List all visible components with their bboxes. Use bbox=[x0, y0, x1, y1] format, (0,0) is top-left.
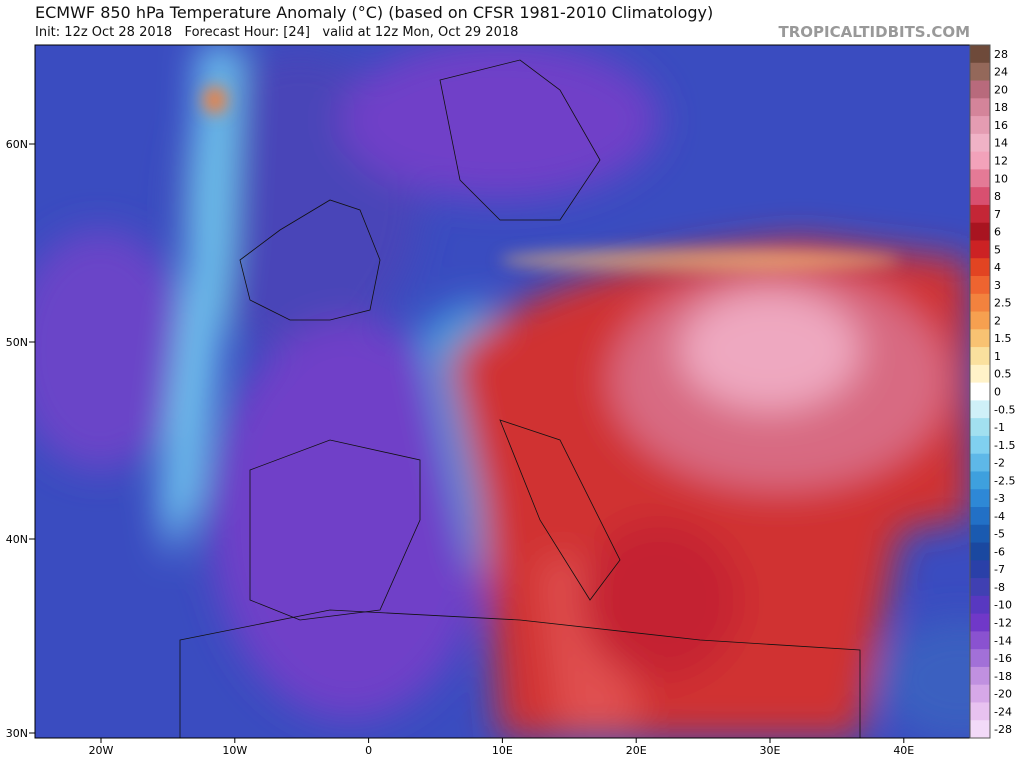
lon-label: 0 bbox=[365, 744, 372, 757]
legend-label: 10 bbox=[994, 172, 1008, 185]
legend-label: -18 bbox=[994, 670, 1012, 683]
legend-label: -24 bbox=[994, 705, 1012, 718]
legend-label: 6 bbox=[994, 226, 1001, 239]
lon-label: 10W bbox=[222, 744, 247, 757]
legend-label: -2.5 bbox=[994, 474, 1015, 487]
legend-swatch bbox=[970, 666, 990, 686]
legend-label: 0.5 bbox=[994, 368, 1012, 381]
legend-label: 5 bbox=[994, 243, 1001, 256]
legend-label: 2 bbox=[994, 314, 1001, 327]
legend-swatch bbox=[970, 453, 990, 472]
lon-label: 20E bbox=[626, 744, 647, 757]
legend-swatch bbox=[970, 169, 990, 188]
legend-label: 12 bbox=[994, 155, 1008, 168]
legend-label: -16 bbox=[994, 652, 1012, 665]
legend-swatch bbox=[970, 62, 990, 82]
lon-label: 30E bbox=[760, 744, 781, 757]
legend-swatch bbox=[970, 418, 990, 437]
legend-label: 7 bbox=[994, 208, 1001, 221]
legend-label: -1.5 bbox=[994, 439, 1015, 452]
legend-label: -5 bbox=[994, 528, 1005, 541]
subtitle: Init: 12z Oct 28 2018 Forecast Hour: [24… bbox=[35, 25, 519, 40]
legend-label: 16 bbox=[994, 119, 1008, 132]
lon-label: 10E bbox=[492, 744, 513, 757]
legend-swatch bbox=[970, 435, 990, 455]
lat-label: 30N bbox=[6, 727, 28, 740]
lat-label: 40N bbox=[6, 533, 28, 546]
legend-swatch bbox=[970, 631, 990, 650]
legend-label: -20 bbox=[994, 688, 1012, 701]
legend-swatch bbox=[970, 613, 990, 632]
lon-label: 20W bbox=[89, 744, 114, 757]
legend-label: 4 bbox=[994, 261, 1001, 274]
legend-swatch bbox=[970, 578, 990, 597]
legend-swatch bbox=[970, 187, 990, 206]
watermark: TROPICALTIDBITS.COM bbox=[778, 23, 971, 41]
legend-swatch bbox=[970, 204, 990, 224]
legend-swatch bbox=[970, 222, 990, 241]
coastlines bbox=[179, 59, 861, 738]
legend-label: -28 bbox=[994, 723, 1012, 736]
legend-swatch bbox=[970, 400, 990, 419]
legend-swatch bbox=[970, 471, 990, 490]
lat-label: 50N bbox=[6, 336, 28, 349]
legend-label: -10 bbox=[994, 599, 1012, 612]
legend-label: -8 bbox=[994, 581, 1005, 594]
lat-label: 60N bbox=[6, 138, 28, 151]
legend-swatch bbox=[970, 98, 990, 117]
legend-label: 3 bbox=[994, 279, 1001, 292]
legend-label: -12 bbox=[994, 617, 1012, 630]
legend-swatch bbox=[970, 560, 990, 579]
legend-swatch bbox=[970, 293, 990, 313]
legend-label: -1 bbox=[994, 421, 1005, 434]
legend-frame bbox=[969, 44, 991, 739]
legend-swatch bbox=[970, 45, 990, 64]
legend-swatch bbox=[970, 116, 990, 135]
lon-label: 40E bbox=[893, 744, 914, 757]
legend-swatch bbox=[970, 258, 990, 277]
legend-label: 24 bbox=[994, 66, 1008, 79]
legend-label: -2 bbox=[994, 457, 1005, 470]
legend-label: -14 bbox=[994, 634, 1012, 647]
legend-label: -7 bbox=[994, 563, 1005, 576]
legend-label: 0 bbox=[994, 386, 1001, 399]
legend-label: -0.5 bbox=[994, 403, 1015, 416]
legend-swatch bbox=[970, 276, 990, 295]
legend-label: -4 bbox=[994, 510, 1005, 523]
legend-label: 1.5 bbox=[994, 332, 1012, 345]
legend-swatch bbox=[970, 507, 990, 526]
legend-swatch bbox=[970, 649, 990, 668]
legend-label: 18 bbox=[994, 101, 1008, 114]
legend-swatch bbox=[970, 702, 990, 721]
legend-swatch bbox=[970, 347, 990, 366]
legend-swatch bbox=[970, 151, 990, 170]
legend-label: 20 bbox=[994, 83, 1008, 96]
legend-swatch bbox=[970, 364, 990, 384]
legend-label: 2.5 bbox=[994, 297, 1012, 310]
legend-swatch bbox=[970, 542, 990, 561]
legend-swatch bbox=[970, 524, 990, 544]
legend-swatch bbox=[970, 329, 990, 348]
legend-swatch bbox=[970, 489, 990, 508]
legend-swatch bbox=[970, 240, 990, 259]
legend-label: 8 bbox=[994, 190, 1001, 203]
legend-swatch bbox=[970, 684, 990, 703]
anomaly-field bbox=[35, 45, 970, 738]
legend-label: 28 bbox=[994, 48, 1008, 61]
legend-label: 14 bbox=[994, 137, 1008, 150]
legend-swatch bbox=[970, 80, 990, 99]
legend-swatch bbox=[970, 595, 990, 615]
legend-label: -3 bbox=[994, 492, 1005, 505]
legend-swatch bbox=[970, 311, 990, 330]
legend-label: 1 bbox=[994, 350, 1001, 363]
legend-swatch bbox=[970, 382, 990, 401]
legend-swatch bbox=[970, 133, 990, 153]
legend-swatch bbox=[970, 720, 990, 739]
legend-label: -6 bbox=[994, 545, 1005, 558]
title: ECMWF 850 hPa Temperature Anomaly (°C) (… bbox=[35, 3, 714, 22]
